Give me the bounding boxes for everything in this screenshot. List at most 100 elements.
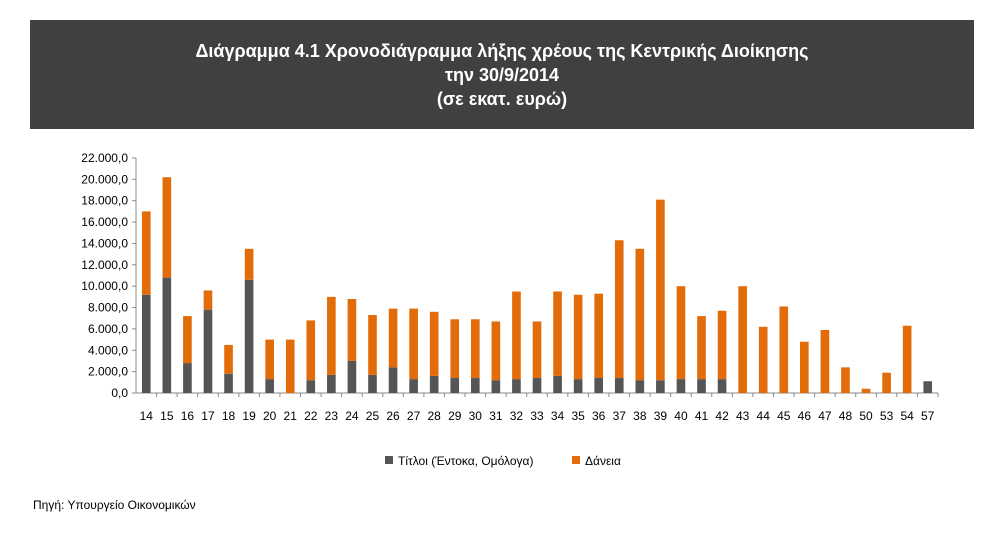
bar-daneia-30 [470,319,480,379]
x-tick-label: 57 [921,409,935,423]
x-tick-label: 14 [140,409,154,423]
x-tick-label: 18 [222,409,236,423]
legend-item-titloi-swatch [385,456,393,464]
bar-titloi-35 [573,379,583,393]
bar-titloi-23 [327,374,336,393]
y-tick-label: 22.000,0 [81,151,128,165]
bar-titloi-25 [368,374,377,393]
legend-item-daneia-swatch [572,456,580,464]
bar-daneia-22 [306,320,316,381]
x-tick-label: 24 [345,409,359,423]
bar-daneia-24 [347,299,357,361]
bar-titloi-17 [203,309,213,393]
bar-titloi-38 [635,380,645,393]
x-tick-label: 40 [674,409,688,423]
bar-titloi-29 [450,378,460,393]
y-tick-label: 16.000,0 [81,215,128,229]
y-tick-label: 4.000,0 [88,343,128,357]
bar-daneia-48 [841,367,850,393]
x-tick-label: 50 [859,409,873,423]
bar-titloi-27 [409,379,418,393]
bar-daneia-37 [614,240,624,379]
y-tick-label: 10.000,0 [81,279,128,293]
bar-daneia-35 [573,294,583,380]
bar-titloi-22 [306,380,316,393]
chart-title-line2: την 30/9/2014 [444,64,560,85]
y-tick-label: 18.000,0 [81,194,128,208]
bar-daneia-43 [738,286,747,393]
x-tick-label: 17 [201,409,215,423]
bar-daneia-39 [656,199,665,381]
y-tick-label: 14.000,0 [81,236,128,250]
x-tick-label: 47 [818,409,832,423]
bar-titloi-19 [244,279,254,393]
x-tick-label: 29 [448,409,462,423]
bar-daneia-29 [450,319,460,379]
bar-daneia-44 [758,326,768,393]
x-tick-label: 31 [489,409,503,423]
x-tick-label: 21 [284,409,298,423]
x-tick-label: 28 [427,409,441,423]
bar-titloi-37 [614,378,624,393]
bar-daneia-28 [429,311,439,376]
bar-daneia-41 [697,316,706,380]
x-tick-label: 43 [736,409,750,423]
bar-daneia-20 [265,339,274,380]
legend-item-titloi-label: Τίτλοι (Έντοκα, Ομόλογα) [398,454,533,468]
x-tick-label: 41 [695,409,709,423]
x-tick-label: 30 [469,409,483,423]
bar-titloi-40 [676,379,686,393]
bar-daneia-53 [882,372,891,393]
bar-titloi-30 [470,378,480,393]
bar-daneia-17 [203,290,213,310]
bar-daneia-46 [800,341,809,393]
bar-titloi-16 [183,363,192,393]
x-tick-label: 19 [242,409,256,423]
bar-daneia-38 [635,248,645,381]
x-tick-label: 33 [530,409,544,423]
y-tick-label: 12.000,0 [81,258,128,272]
x-tick-label: 54 [900,409,914,423]
bar-titloi-18 [224,373,233,393]
bar-titloi-24 [347,360,357,393]
x-tick-label: 42 [715,409,729,423]
bar-titloi-31 [491,380,501,393]
y-tick-label: 8.000,0 [88,301,128,315]
x-tick-label: 45 [777,409,791,423]
bar-daneia-42 [717,310,727,380]
bar-titloi-14 [141,294,151,393]
y-tick-label: 6.000,0 [88,322,128,336]
bar-titloi-57 [923,381,933,393]
x-tick-label: 35 [571,409,585,423]
source-note: Πηγή: Υπουργείο Οικονομικών [33,498,196,512]
x-tick-label: 38 [633,409,647,423]
x-tick-label: 34 [551,409,565,423]
x-tick-label: 23 [325,409,339,423]
bar-daneia-15 [162,177,172,278]
bar-titloi-34 [553,375,562,393]
bar-titloi-26 [388,367,398,393]
bar-daneia-21 [285,339,295,393]
x-tick-label: 46 [798,409,812,423]
legend-item-daneia-label: Δάνεια [585,454,621,468]
bar-daneia-26 [388,308,398,368]
x-tick-label: 53 [880,409,894,423]
bar-titloi-33 [532,378,542,393]
x-tick-label: 15 [160,409,174,423]
chart-title-line3: (σε εκατ. ευρώ) [436,88,568,109]
x-tick-label: 32 [510,409,524,423]
bar-titloi-42 [717,379,727,393]
bar-titloi-15 [162,277,172,393]
bar-daneia-18 [224,344,233,374]
legend: Τίτλοι (Έντοκα, Ομόλογα) Δάνεια [385,454,621,468]
y-axis-ticks: 0,0 2.000,0 4.000,0 6.000,0 8.000,0 10.000,0 1… [81,151,136,400]
x-axis-labels: 14 15 16 17 18 19 20 21 22 23 24 25 26 27 28 29 30 31 32 33… [140,393,939,423]
x-tick-label: 20 [263,409,277,423]
y-tick-label: 2.000,0 [88,365,128,379]
chart-title-line1: Διάγραμμα 4.1 Χρονοδιάγραμμα λήξης χρέου… [195,40,809,61]
y-tick-label: 0,0 [111,386,128,400]
bar-daneia-47 [820,329,830,393]
bar-daneia-27 [409,308,418,380]
bar-daneia-54 [902,325,912,393]
bar-daneia-19 [244,248,254,280]
